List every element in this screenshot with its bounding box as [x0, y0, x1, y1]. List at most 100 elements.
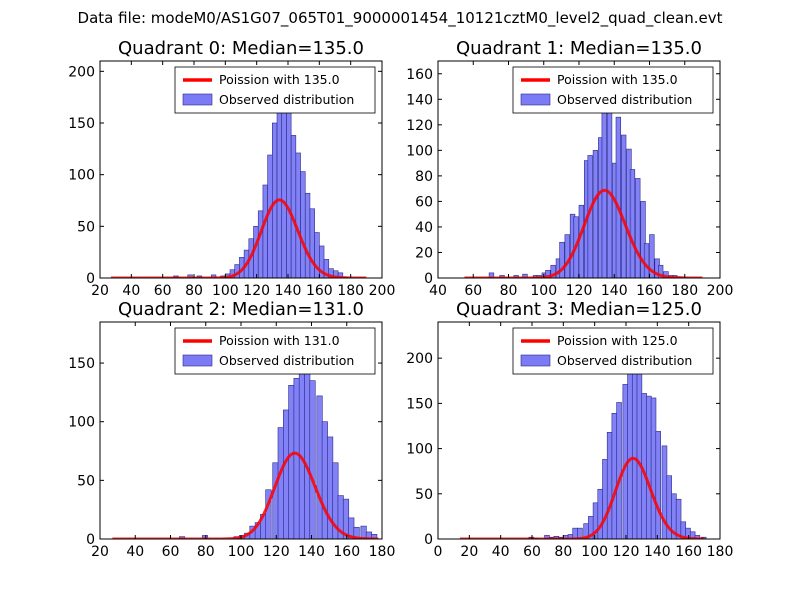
legend: Poission with 135.0 Observed distribution — [512, 66, 714, 114]
panel-quadrant-3: Quadrant 3: Median=125.0 0 20 40 60 80 100 120… — [406, 299, 733, 560]
legend-bar-swatch — [182, 354, 213, 367]
x-tick-label: 100 — [530, 283, 557, 299]
x-tick-label: 60 — [162, 544, 180, 560]
y-tick-label: 0 — [86, 271, 95, 287]
x-tick-label: 100 — [212, 283, 239, 299]
panel-quadrant-0: Quadrant 0: Median=135.0 20 40 60 80 100 120 1… — [68, 38, 395, 299]
y-tick-label: 150 — [68, 356, 95, 372]
x-tick-label: 160 — [333, 544, 360, 560]
histogram-bar — [290, 135, 297, 278]
histogram-bar — [694, 535, 701, 539]
y-tick-label: 50 — [77, 473, 95, 489]
panel-title: Quadrant 3: Median=125.0 — [456, 299, 702, 320]
legend-bar-label: Observed distribution — [219, 92, 354, 107]
x-tick-label: 100 — [581, 544, 608, 560]
y-tick-label: 0 — [424, 271, 433, 287]
y-tick-label: 140 — [406, 92, 433, 108]
legend-line-label: Poission with 135.0 — [557, 72, 678, 87]
panel-quadrant-1: Quadrant 1: Median=135.0 40 60 80 100 120 140… — [406, 38, 733, 299]
x-tick-label: 20 — [91, 544, 109, 560]
legend-box — [174, 327, 376, 375]
x-tick-label: 120 — [243, 283, 270, 299]
legend-line-label: Poission with 125.0 — [557, 333, 678, 348]
histogram-bar — [675, 498, 682, 539]
histogram-bar — [353, 526, 360, 539]
histogram-bar — [635, 178, 641, 278]
histogram-bars — [528, 337, 707, 539]
x-tick-label: 180 — [337, 283, 364, 299]
histogram-bar — [564, 234, 570, 278]
x-tick-label: 60 — [154, 283, 172, 299]
x-tick-label: 20 — [460, 544, 478, 560]
legend-bar-label: Observed distribution — [557, 92, 692, 107]
histogram-bar — [522, 273, 528, 278]
legend-bar-swatch — [520, 93, 551, 106]
x-tick-label: 160 — [636, 283, 663, 299]
histogram-bar — [629, 169, 636, 278]
x-tick-label: 160 — [306, 283, 333, 299]
histogram-bar — [649, 234, 655, 278]
histogram-bar — [597, 488, 603, 539]
axes-frame — [99, 60, 383, 279]
x-tick-label: 120 — [613, 544, 640, 560]
x-tick-label: 80 — [500, 283, 518, 299]
panel-title: Quadrant 2: Median=131.0 — [118, 299, 364, 320]
legend-bar-label: Observed distribution — [219, 353, 354, 368]
legend: Poission with 125.0 Observed distribution — [512, 327, 714, 375]
x-tick-label: 200 — [707, 283, 734, 299]
histogram-bar — [606, 432, 613, 539]
x-tick-label: 180 — [671, 283, 698, 299]
histogram-bar — [298, 358, 305, 539]
y-tick-label: 150 — [68, 116, 95, 132]
x-tick-label: 180 — [369, 544, 396, 560]
histogram-bar — [277, 427, 284, 539]
histogram-bar — [300, 171, 306, 278]
histogram-bar — [281, 97, 287, 278]
x-tick-label: 180 — [707, 544, 734, 560]
histogram-bar — [282, 409, 290, 539]
legend-line-label: Poission with 131.0 — [219, 333, 340, 348]
x-tick-label: 80 — [554, 544, 572, 560]
x-tick-label: 40 — [126, 544, 144, 560]
x-tick-label: 80 — [197, 544, 215, 560]
x-tick-label: 20 — [91, 283, 109, 299]
histogram-bar — [636, 347, 643, 539]
legend: Poission with 131.0 Observed distribution — [174, 327, 376, 375]
histogram-bar — [643, 243, 650, 278]
histogram-bar — [602, 459, 608, 539]
histogram-bar — [316, 395, 323, 539]
x-tick-label: 0 — [434, 544, 443, 560]
histogram-bar — [650, 397, 657, 539]
x-tick-label: 60 — [464, 283, 482, 299]
panel-title: Quadrant 1: Median=135.0 — [456, 38, 702, 59]
histogram-bar — [640, 201, 646, 278]
y-tick-label: 150 — [406, 396, 433, 412]
y-tick-label: 0 — [424, 532, 433, 548]
y-tick-label: 100 — [406, 442, 433, 458]
y-tick-label: 50 — [77, 219, 95, 235]
histogram-bar — [321, 421, 328, 539]
legend-bar-swatch — [520, 354, 551, 367]
y-tick-label: 60 — [415, 194, 433, 210]
poisson-curve — [110, 198, 368, 278]
histogram-bar — [646, 395, 652, 539]
y-tick-label: 20 — [415, 245, 433, 261]
histogram-bar — [578, 204, 585, 278]
histogram-bar — [655, 431, 661, 539]
figure-suptitle: Data file: modeM0/AS1G07_065T01_90000014… — [78, 9, 723, 28]
histogram-bar — [611, 413, 618, 539]
histogram-bar — [304, 192, 311, 278]
panel-quadrant-2: Quadrant 2: Median=131.0 20 40 60 80 100 120 1… — [68, 299, 395, 560]
x-tick-label: 200 — [369, 283, 396, 299]
histogram-bar — [309, 380, 316, 539]
x-tick-label: 40 — [429, 283, 447, 299]
y-tick-label: 160 — [406, 67, 433, 83]
x-tick-label: 120 — [263, 544, 290, 560]
y-tick-label: 0 — [86, 532, 95, 548]
y-tick-label: 100 — [68, 415, 95, 431]
poisson-curve — [463, 188, 703, 278]
y-tick-label: 50 — [415, 487, 433, 503]
poisson-curve — [111, 451, 380, 539]
legend-box — [512, 66, 714, 114]
